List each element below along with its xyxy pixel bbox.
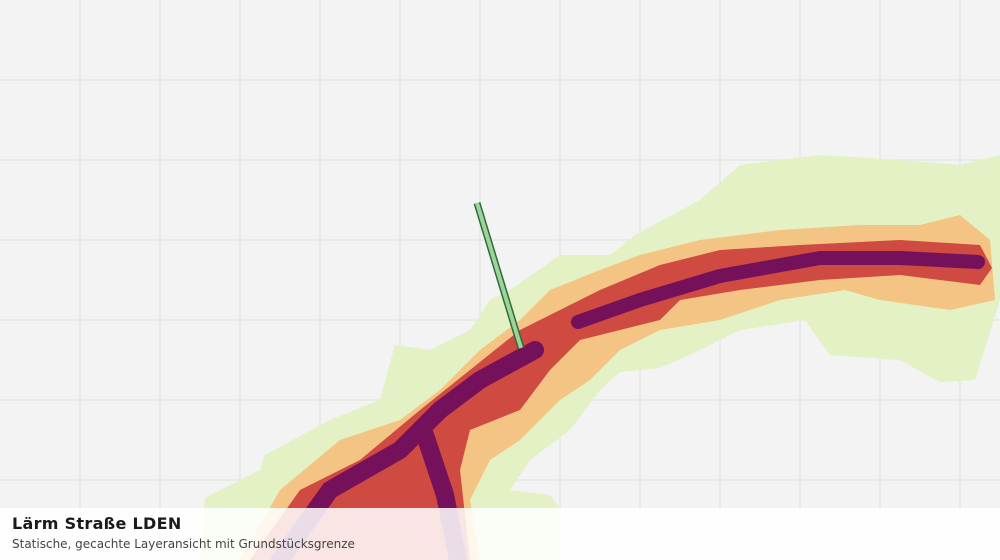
layer-title: Lärm Straße LDEN: [12, 514, 182, 533]
boundary-fill: [475, 202, 523, 349]
property-boundary: [473, 201, 525, 350]
noise-core: [571, 251, 985, 329]
layer-subtitle: Statische, gecachte Layeransicht mit Gru…: [12, 537, 355, 551]
info-panel: Lärm Straße LDEN Statische, gecachte Lay…: [0, 508, 1000, 560]
